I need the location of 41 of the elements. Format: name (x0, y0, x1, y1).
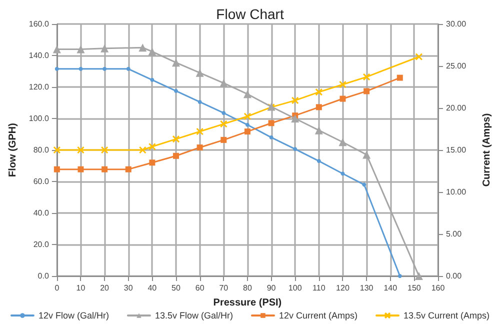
y2-tick-label: 15.00 (446, 146, 467, 154)
legend-label: 13.5v Flow (Gal/Hr) (154, 310, 234, 320)
y2-tick-label: 20.00 (446, 104, 467, 112)
x-tick-label: 70 (219, 284, 229, 292)
x-tick-label: 150 (408, 284, 422, 292)
y2-tick-label: 10.00 (446, 188, 467, 196)
x-tick-label: 20 (100, 284, 110, 292)
y2-tick-label: 0.00 (446, 272, 462, 280)
x-tick-label: 10 (76, 284, 86, 292)
y-tick-label: 140.0 (28, 51, 50, 60)
x-tick-label: 160 (431, 284, 446, 292)
x-tick-label: 80 (243, 284, 252, 292)
y-tick-label: 60.0 (33, 177, 50, 186)
x-tick-label: 60 (195, 284, 205, 292)
x-tick-label: 0 (54, 284, 60, 292)
x-tick-label: 100 (288, 284, 302, 292)
y-tick-label: 100.0 (28, 114, 50, 123)
x-tick-label: 120 (336, 284, 350, 292)
y2-tick-label: 30.00 (446, 20, 467, 28)
legend-label: 12v Current (Amps) (278, 310, 358, 320)
y2-tick-label: 5.00 (446, 230, 462, 238)
x-tick-label: 30 (124, 284, 134, 292)
x-axis-title: Pressure (PSI) (213, 298, 282, 308)
x-tick-label: 50 (172, 284, 182, 292)
y-axis-title: Flow (GPH) (8, 123, 18, 177)
y2-tick-label: 25.00 (446, 62, 467, 70)
x-tick-label: 130 (360, 284, 374, 292)
chart-title: Flow Chart (216, 6, 284, 22)
y-tick-label: 160.0 (28, 20, 50, 28)
legend-label: 12v Flow (Gal/Hr) (38, 310, 109, 320)
y-tick-label: 0.0 (38, 272, 50, 280)
x-tick-label: 110 (312, 284, 326, 292)
x-tick-label: 40 (148, 284, 158, 292)
y-tick-label: 40.0 (33, 208, 50, 218)
x-tick-label: 90 (266, 284, 276, 292)
y-tick-label: 20.0 (33, 240, 50, 249)
y-tick-label: 120.0 (28, 82, 50, 92)
y2-axis-title: Current (Amps) (482, 113, 492, 187)
y-tick-label: 80.0 (33, 146, 50, 154)
legend-label: 13.5v Current (Amps) (404, 310, 490, 320)
x-tick-label: 140 (384, 284, 398, 292)
